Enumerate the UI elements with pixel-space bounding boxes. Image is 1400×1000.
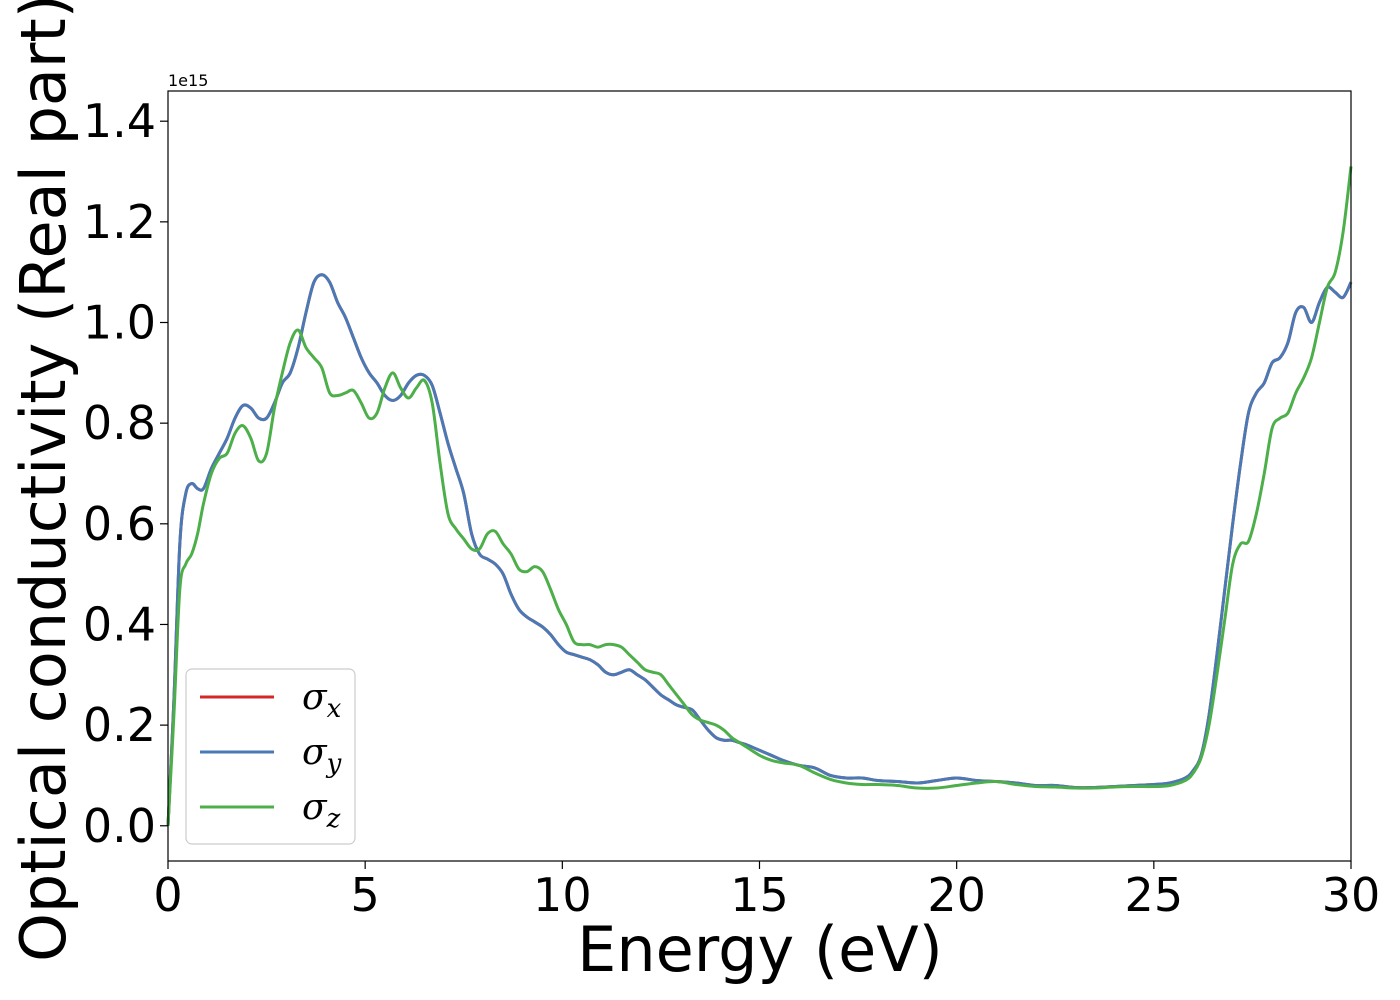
legend-label-x: σx xyxy=(302,677,342,724)
y-tick-label: 0.8 xyxy=(83,396,156,450)
y-tick-label: 1.0 xyxy=(83,296,156,350)
x-axis-ticks: 0 5 10 15 20 25 30 xyxy=(153,861,1380,922)
y-tick-label: 0.2 xyxy=(83,698,156,752)
x-tick-label: 25 xyxy=(1125,868,1184,922)
legend-box xyxy=(185,668,356,845)
legend: σx σy σz xyxy=(185,668,356,845)
y-axis-title: Optical conductivity (Real part) xyxy=(7,0,80,962)
x-tick-label: 0 xyxy=(153,868,182,922)
y-tick-label: 0.0 xyxy=(83,799,156,853)
legend-label-y: σy xyxy=(302,732,342,779)
series-line-z xyxy=(166,166,1353,826)
series-layer xyxy=(166,166,1353,826)
legend-label-z: σz xyxy=(302,787,341,834)
y-axis-offset-label: 1e15 xyxy=(168,71,208,90)
x-tick-label: 15 xyxy=(730,868,789,922)
x-axis-title: Energy (eV) xyxy=(577,913,943,986)
y-axis-ticks: 0.0 0.2 0.4 0.6 0.8 1.0 1.2 1.4 xyxy=(83,94,168,853)
y-tick-label: 1.2 xyxy=(83,195,156,249)
y-tick-label: 1.4 xyxy=(83,94,156,148)
x-tick-label: 30 xyxy=(1322,868,1381,922)
x-tick-label: 10 xyxy=(533,868,592,922)
y-tick-label: 0.6 xyxy=(83,497,156,551)
y-tick-label: 0.4 xyxy=(83,597,156,651)
x-tick-label: 5 xyxy=(351,868,380,922)
x-tick-label: 20 xyxy=(927,868,986,922)
